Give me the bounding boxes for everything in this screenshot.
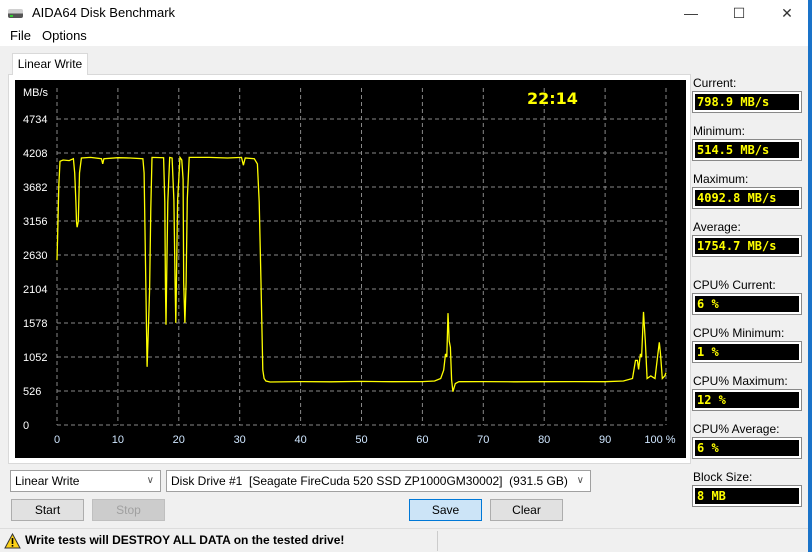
- x-tick-label: 90: [599, 434, 611, 446]
- maximize-button[interactable]: ☐: [732, 5, 746, 21]
- stat-label: CPU% Maximum:: [693, 374, 788, 388]
- x-tick-label: 60: [416, 434, 428, 446]
- stat-label: CPU% Current:: [693, 278, 776, 292]
- disk-drive-icon: [8, 9, 23, 18]
- menu-options[interactable]: Options: [42, 28, 87, 43]
- x-tick-label: 100 %: [644, 434, 675, 446]
- x-tick-label: 0: [54, 434, 60, 446]
- stat-label: Current:: [693, 76, 737, 90]
- menu-file[interactable]: File: [10, 28, 31, 43]
- stat-value: 798.9 MB/s: [692, 91, 802, 113]
- x-tick-label: 40: [294, 434, 306, 446]
- test-select[interactable]: Linear Write ∨: [10, 470, 161, 492]
- title-bar: AIDA64 Disk Benchmark — ☐ ✕: [0, 0, 812, 26]
- stat-value: 8 MB: [692, 485, 802, 507]
- tab-linear-write[interactable]: Linear Write: [12, 53, 88, 75]
- stop-button[interactable]: Stop: [92, 499, 165, 521]
- y-tick-label: 4208: [23, 148, 47, 160]
- y-tick-label: 4734: [23, 114, 47, 126]
- stat-value: 6 %: [692, 293, 802, 315]
- stat-value: 4092.8 MB/s: [692, 187, 802, 209]
- x-tick-label: 80: [538, 434, 550, 446]
- stat-label: Maximum:: [693, 172, 749, 186]
- y-tick-label: 2104: [23, 284, 47, 296]
- y-tick-label: 2630: [23, 250, 47, 262]
- chevron-down-icon: ∨: [576, 475, 584, 486]
- window-border: [808, 0, 812, 552]
- drive-select-value: Disk Drive #1 [Seagate FireCuda 520 SSD …: [171, 474, 568, 488]
- stat-value: 6 %: [692, 437, 802, 459]
- stat-value: 1754.7 MB/s: [692, 235, 802, 257]
- y-tick-label: 1578: [23, 318, 47, 330]
- y-tick-label: 3156: [23, 216, 47, 228]
- warning-icon: [4, 533, 21, 549]
- x-tick-label: 20: [173, 434, 185, 446]
- elapsed-time: 22:14: [527, 89, 578, 108]
- stat-value: 514.5 MB/s: [692, 139, 802, 161]
- test-select-value: Linear Write: [15, 474, 80, 488]
- minimize-button[interactable]: —: [684, 5, 698, 21]
- x-tick-label: 70: [477, 434, 489, 446]
- y-tick-label: 526: [23, 386, 41, 398]
- menu-bar: File Options: [0, 26, 812, 46]
- x-tick-label: 10: [112, 434, 124, 446]
- start-button[interactable]: Start: [11, 499, 84, 521]
- stat-value: 1 %: [692, 341, 802, 363]
- y-tick-label: 1052: [23, 352, 47, 364]
- stat-label: Block Size:: [693, 470, 753, 484]
- status-bar: Write tests will DESTROY ALL DATA on the…: [0, 528, 808, 552]
- y-tick-label: 0: [23, 420, 29, 432]
- y-tick-label: 3682: [23, 182, 47, 194]
- status-divider: [437, 531, 438, 551]
- y-axis-unit: MB/s: [23, 87, 49, 99]
- write-speed-line: [56, 155, 667, 392]
- x-tick-label: 30: [234, 434, 246, 446]
- benchmark-chart: 0 526 1052 1578 2104 2630 3156 3682 4208 4734 0 10 2…: [15, 80, 686, 458]
- stat-label: Average:: [693, 220, 741, 234]
- chevron-down-icon: ∨: [146, 475, 154, 486]
- stat-label: Minimum:: [693, 124, 746, 138]
- window-title: AIDA64 Disk Benchmark: [32, 5, 176, 20]
- clear-button[interactable]: Clear: [490, 499, 563, 521]
- warning-text: Write tests will DESTROY ALL DATA on the…: [25, 533, 345, 547]
- stat-label: CPU% Average:: [693, 422, 780, 436]
- close-button[interactable]: ✕: [781, 5, 793, 21]
- stat-label: CPU% Minimum:: [693, 326, 785, 340]
- stat-value: 12 %: [692, 389, 802, 411]
- save-button[interactable]: Save: [409, 499, 482, 521]
- drive-select[interactable]: Disk Drive #1 [Seagate FireCuda 520 SSD …: [166, 470, 591, 492]
- x-tick-label: 50: [355, 434, 367, 446]
